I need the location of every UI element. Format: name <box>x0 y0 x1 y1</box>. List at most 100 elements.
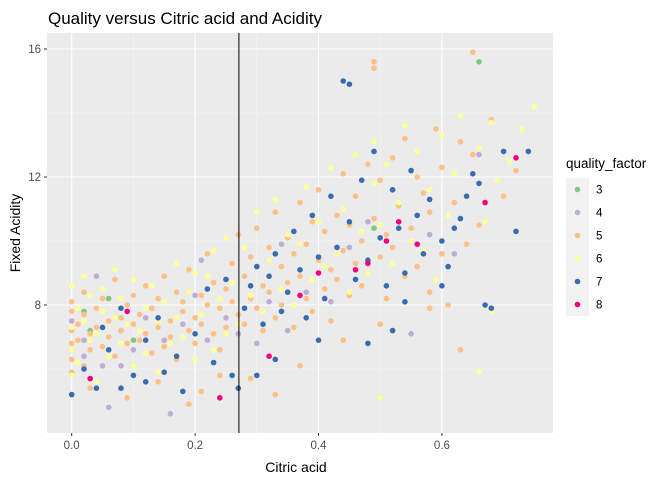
x-tick-label: 0.4 <box>311 440 328 452</box>
data-point-quality-5 <box>439 164 445 171</box>
data-point-quality-6 <box>321 263 328 270</box>
data-point-quality-7 <box>371 148 377 155</box>
data-point-quality-6 <box>136 327 143 334</box>
data-point-quality-6 <box>173 260 180 267</box>
data-point-quality-5 <box>167 318 174 324</box>
data-point-quality-8 <box>217 395 223 401</box>
legend-key-dot <box>574 232 581 239</box>
data-point-quality-7 <box>99 324 106 331</box>
data-point-quality-5 <box>457 139 464 145</box>
data-point-quality-6 <box>142 305 149 312</box>
data-point-quality-5 <box>352 260 359 267</box>
data-point-quality-6 <box>315 219 322 225</box>
data-point-quality-5 <box>223 324 229 331</box>
data-point-quality-7 <box>210 359 217 366</box>
data-point-quality-7 <box>451 225 458 231</box>
data-point-quality-4 <box>408 331 414 337</box>
data-point-quality-8 <box>513 155 519 161</box>
data-point-quality-8 <box>482 199 488 206</box>
data-point-quality-5 <box>223 286 229 292</box>
data-point-quality-7 <box>235 385 242 392</box>
data-point-quality-4 <box>346 244 353 251</box>
data-point-quality-6 <box>476 369 482 376</box>
data-point-quality-5 <box>241 273 248 280</box>
data-point-quality-7 <box>278 308 285 315</box>
data-point-quality-5 <box>340 171 347 177</box>
data-point-quality-5 <box>321 228 328 235</box>
data-point-quality-5 <box>278 302 285 308</box>
data-point-quality-7 <box>463 193 470 199</box>
data-point-quality-5 <box>186 267 192 273</box>
data-point-quality-6 <box>278 286 285 292</box>
data-point-quality-7 <box>284 289 291 296</box>
data-point-quality-5 <box>365 161 371 167</box>
data-point-quality-5 <box>266 244 272 251</box>
data-point-quality-4 <box>167 411 174 417</box>
data-point-quality-7 <box>223 276 229 283</box>
data-point-quality-3 <box>130 337 137 344</box>
data-point-quality-6 <box>328 164 334 171</box>
data-point-quality-8 <box>297 292 303 299</box>
data-point-quality-5 <box>112 353 118 360</box>
data-point-quality-7 <box>105 347 112 353</box>
data-point-quality-6 <box>210 247 217 254</box>
data-point-quality-7 <box>439 283 445 289</box>
data-point-quality-6 <box>247 292 254 299</box>
data-point-quality-5 <box>402 135 408 142</box>
data-point-quality-6 <box>457 113 464 119</box>
data-point-quality-6 <box>142 350 149 356</box>
legend-label: 8 <box>596 300 602 312</box>
data-point-quality-4 <box>303 289 310 296</box>
data-point-quality-6 <box>377 395 384 401</box>
data-point-quality-6 <box>439 132 445 139</box>
data-point-quality-6 <box>99 286 106 292</box>
data-point-quality-8 <box>266 353 272 360</box>
data-point-quality-7 <box>340 78 347 84</box>
y-tick-label: 8 <box>35 300 41 312</box>
data-point-quality-5 <box>297 273 303 280</box>
data-point-quality-7 <box>328 193 334 199</box>
data-point-quality-5 <box>420 190 427 196</box>
data-point-quality-6 <box>365 270 371 276</box>
data-point-quality-7 <box>488 305 495 312</box>
data-point-quality-5 <box>198 292 205 299</box>
data-point-quality-5 <box>192 315 198 321</box>
data-point-quality-7 <box>68 391 75 398</box>
data-point-quality-5 <box>93 324 100 331</box>
data-point-quality-6 <box>68 324 75 331</box>
data-point-quality-5 <box>155 324 161 331</box>
data-point-quality-7 <box>395 225 402 231</box>
data-point-quality-7 <box>309 212 316 219</box>
data-point-quality-6 <box>87 292 93 299</box>
data-point-quality-7 <box>525 148 532 155</box>
data-point-quality-5 <box>389 244 396 251</box>
data-point-quality-5 <box>192 340 198 347</box>
data-point-quality-6 <box>334 251 340 257</box>
data-point-quality-4 <box>93 273 100 280</box>
data-point-quality-6 <box>112 267 118 273</box>
data-point-quality-4 <box>68 318 75 324</box>
data-point-quality-4 <box>278 241 285 247</box>
data-point-quality-5 <box>334 212 340 219</box>
data-point-quality-7 <box>253 263 260 270</box>
data-point-quality-5 <box>87 347 93 353</box>
data-point-quality-5 <box>210 331 217 337</box>
data-point-quality-6 <box>303 183 310 190</box>
data-point-quality-6 <box>476 145 482 151</box>
data-point-quality-5 <box>470 49 476 55</box>
data-point-quality-5 <box>433 126 439 132</box>
data-point-quality-5 <box>99 343 106 350</box>
data-point-quality-6 <box>180 334 186 340</box>
data-point-quality-6 <box>223 235 229 241</box>
data-point-quality-5 <box>272 315 279 321</box>
legend-key-dot <box>574 278 581 285</box>
data-point-quality-5 <box>136 311 143 318</box>
data-point-quality-6 <box>352 151 359 158</box>
data-point-quality-6 <box>93 379 100 385</box>
data-point-quality-6 <box>426 187 433 193</box>
data-point-quality-3 <box>371 225 377 231</box>
data-point-quality-6 <box>217 295 223 302</box>
data-point-quality-5 <box>142 283 149 289</box>
data-point-quality-4 <box>328 299 334 305</box>
data-point-quality-7 <box>266 273 272 280</box>
